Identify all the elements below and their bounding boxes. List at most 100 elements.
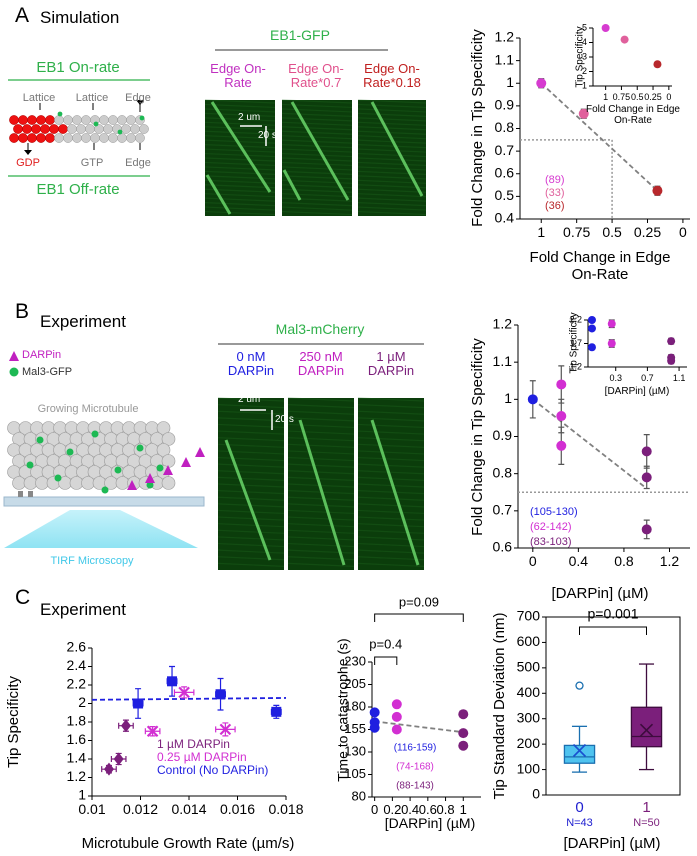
diagram-shape: [281, 175, 353, 180]
data-point: [458, 709, 469, 720]
diagram-shape: [224, 439, 272, 561]
box: [630, 706, 663, 748]
outlier: [575, 681, 584, 690]
kymo-label: 1 µM DARPin: [367, 349, 415, 379]
diagram-shape: [357, 99, 427, 104]
diagram-shape: [135, 133, 145, 143]
y-tick-label: 1: [78, 787, 86, 803]
diagram-shape: [357, 509, 425, 515]
diagram-shape: [54, 133, 64, 143]
diagram-shape: [282, 169, 302, 201]
data-point: [120, 719, 131, 733]
diagram-label: Edge: [125, 157, 151, 169]
diagram-shape: [357, 148, 427, 153]
data-point: [652, 185, 663, 196]
diagram-shape: [357, 397, 425, 402]
diagram-shape: [281, 210, 353, 216]
diagram-shape: [54, 474, 62, 482]
y-tick-label: 0.5: [495, 187, 515, 203]
diagram-shape: [9, 351, 19, 361]
diagram-shape: [45, 115, 55, 125]
y-tick-label: 0.9: [493, 427, 513, 443]
diagram-shape: [287, 503, 355, 508]
diagram-shape: [357, 152, 427, 158]
annotation: (116-159): [394, 743, 437, 754]
on-rate-label: EB1 On-rate: [36, 59, 120, 76]
data-point: [667, 337, 676, 346]
diagram-shape: [370, 419, 420, 566]
diagram-shape: [205, 100, 275, 216]
x-tick-label: 1: [460, 802, 467, 817]
diagram-shape: [357, 126, 427, 131]
diagram-shape: [117, 133, 127, 143]
diagram-shape: [357, 193, 427, 198]
diagram-shape: [357, 463, 425, 468]
y-tick-label: 105: [344, 766, 366, 781]
diagram-shape: [23, 476, 38, 490]
data-point: [620, 35, 629, 44]
diagram-shape: [204, 130, 276, 135]
legend-label: Mal3-GFP: [22, 366, 73, 378]
fit-line: [540, 82, 659, 192]
data-point: [587, 324, 596, 333]
data-point: [556, 440, 567, 451]
diagram-shape: [357, 175, 427, 180]
diagram-shape: [290, 101, 350, 201]
x-tick-label: 0.75: [613, 92, 631, 102]
data-point: [527, 394, 538, 405]
diagram-shape: [281, 117, 353, 122]
annotation: (33): [545, 187, 565, 199]
diagram-shape: [357, 556, 425, 561]
diagram-shape: [204, 112, 276, 117]
diagram-shape: [72, 115, 82, 125]
diagram-shape: [357, 536, 425, 541]
x-tick-label: 0.3: [609, 373, 622, 383]
diagram-shape: [357, 423, 425, 429]
diagram-shape: [281, 157, 353, 162]
diagram-shape: [130, 124, 140, 134]
box: [563, 744, 596, 764]
diagram-shape: [357, 529, 425, 534]
diagram-shape: [357, 184, 427, 189]
data-point: [146, 725, 159, 738]
diagram-shape: [357, 470, 425, 475]
diagram-shape: [357, 456, 425, 462]
diagram-shape: [91, 430, 99, 438]
diagram-shape: [108, 115, 118, 125]
diagram-shape: [217, 523, 285, 528]
n-label: N=43: [566, 817, 593, 829]
diagram-shape: [18, 491, 23, 497]
diagram-shape: [357, 121, 427, 126]
panel-heading: Experiment: [40, 600, 126, 619]
diagram-shape: [36, 133, 46, 143]
diagram-shape: [358, 100, 426, 216]
diagram-shape: [204, 206, 276, 211]
data-point: [556, 411, 567, 422]
y-tick-label: 1.7: [569, 338, 582, 348]
diagram-shape: [204, 139, 276, 144]
diagram-shape: [218, 398, 284, 570]
p-value: p=0.4: [369, 636, 402, 651]
diagram-label: TIRF Microscopy: [50, 555, 134, 567]
diagram-shape: [287, 536, 355, 541]
annotation: (105-130): [530, 506, 578, 518]
annotation: (83-103): [530, 536, 572, 548]
diagram-shape: [281, 161, 353, 167]
x-axis-title: [DARPin] (µM): [384, 815, 476, 831]
y-tick-label: 0: [532, 786, 540, 802]
fit-line: [374, 720, 464, 734]
significance-bracket: [374, 613, 464, 622]
diagram-label: Growing Microtubule: [37, 403, 139, 415]
diagram-shape: [287, 516, 355, 521]
y-tick-label: 1.1: [493, 353, 513, 369]
y-tick-label: 4: [582, 37, 587, 47]
x-tick-label: 1: [603, 92, 608, 102]
y-tick-label: 1.1: [495, 51, 515, 67]
diagram-shape: [139, 124, 149, 134]
y-tick-label: 1.8: [67, 713, 87, 729]
annotation: (88-143): [396, 781, 434, 792]
data-point: [641, 472, 652, 483]
y-tick-label: 500: [517, 659, 541, 675]
y-tick-label: 1.2: [493, 316, 513, 332]
